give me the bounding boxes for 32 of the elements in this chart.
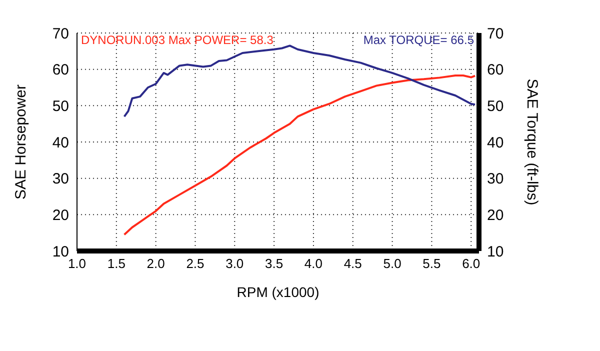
line-series: [123, 74, 476, 236]
x-tick-label: 5.0: [383, 256, 402, 272]
y-axis-title: SAE Horsepower: [12, 84, 30, 200]
y-tick-label: 50: [52, 98, 69, 115]
x-axis-title: RPM (x1000): [236, 284, 320, 300]
x-tick-label: 1.5: [107, 256, 126, 272]
x-tick-label: 5.5: [422, 256, 441, 272]
y2-tick-label: 40: [487, 134, 504, 152]
y-tick-label: 60: [52, 62, 69, 79]
y2-tick-label: 30: [487, 170, 504, 188]
line-series: [123, 44, 476, 118]
y-tick-label: 20: [52, 206, 69, 224]
y-tick-label: 70: [52, 25, 69, 42]
y-tick-label: 10: [52, 243, 69, 260]
y-tick-label: 40: [52, 134, 69, 152]
y2-tick-label: 10: [487, 243, 504, 260]
y2-tick-label: 50: [487, 98, 504, 115]
x-tick-label: 2.5: [186, 256, 204, 272]
x-tick-label: 3.5: [265, 256, 284, 272]
x-tick-label: 4.0: [304, 256, 323, 272]
y2-tick-label: 70: [487, 25, 504, 42]
x-tick-label: 4.5: [344, 256, 362, 272]
y2-tick-label: 60: [487, 62, 504, 79]
x-tick-label: 6.0: [462, 256, 480, 272]
y2-tick-label: 20: [487, 206, 504, 224]
y-tick-label: 30: [52, 170, 69, 188]
x-tick-label: 3.0: [226, 256, 244, 272]
annotation: Max TORQUE= 66.5: [363, 33, 474, 47]
x-tick-label: 1.0: [68, 256, 86, 272]
x-tick-label: 2.0: [146, 256, 165, 272]
annotation: DYNORUN.003 Max POWER= 58.3: [81, 33, 274, 47]
y2-axis-title: SAE Torque (ft-lbs): [524, 78, 541, 206]
